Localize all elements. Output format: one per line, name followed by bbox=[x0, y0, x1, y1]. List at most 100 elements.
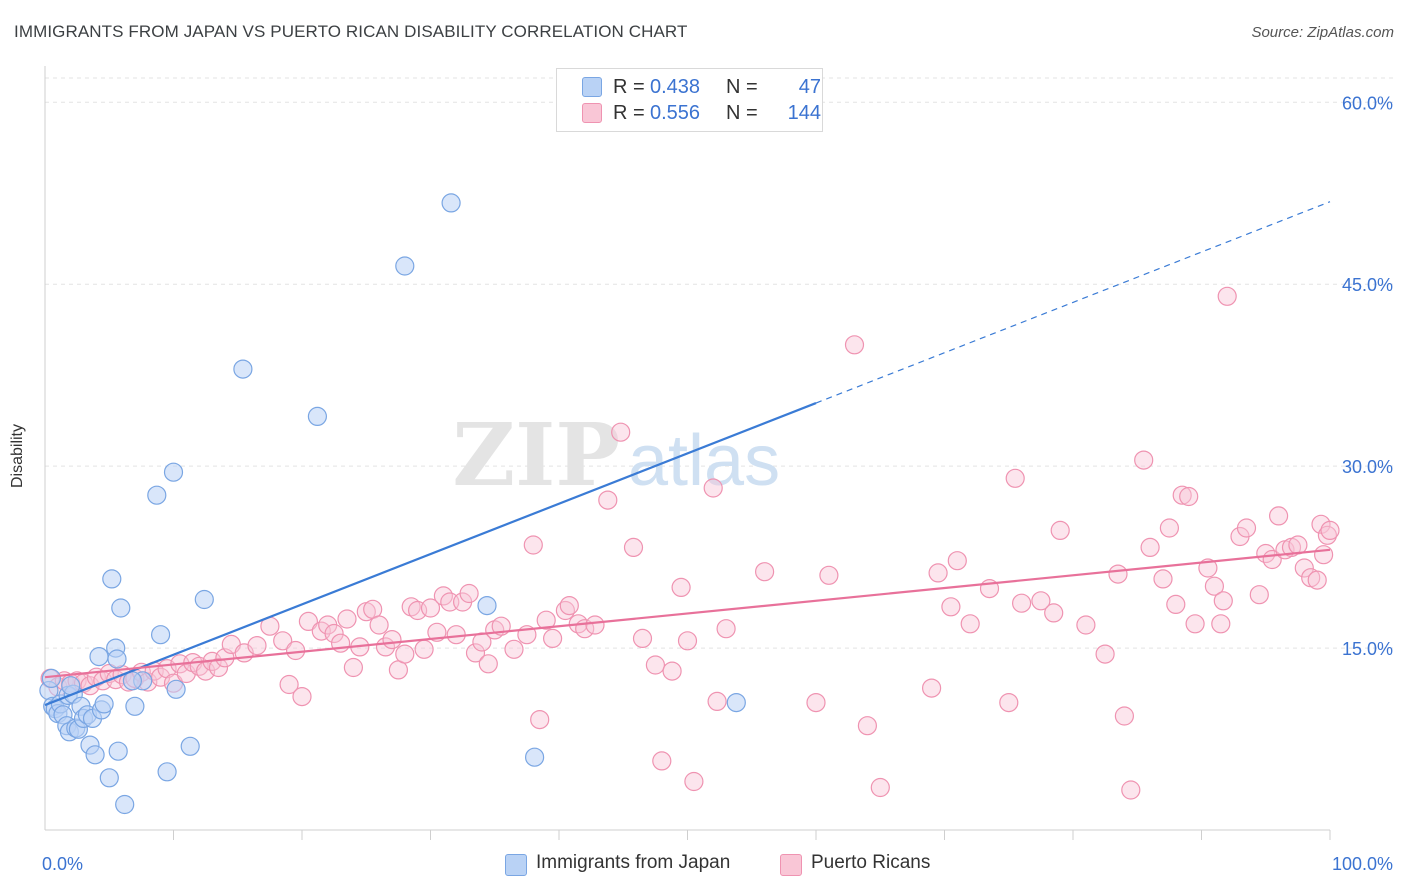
puerto-rican-point bbox=[530, 709, 550, 730]
puerto-rican-point bbox=[1095, 644, 1115, 664]
puerto-rican-point bbox=[921, 678, 942, 698]
puerto-rican-point bbox=[928, 563, 948, 583]
japan-point bbox=[125, 696, 145, 716]
japan-point bbox=[111, 598, 131, 618]
japan-point bbox=[233, 359, 253, 379]
puerto-rican-point bbox=[1268, 506, 1289, 526]
puerto-rican-point bbox=[542, 628, 563, 649]
puerto-rican-point bbox=[703, 478, 723, 498]
y-tick-label: 45.0% bbox=[1342, 275, 1393, 295]
japan-point bbox=[157, 762, 177, 782]
japan-point bbox=[477, 595, 497, 616]
puerto-rican-point bbox=[382, 629, 402, 650]
trend-lines bbox=[44, 201, 1331, 707]
puerto-rican-point bbox=[1050, 520, 1070, 541]
puerto-rican-point bbox=[1172, 485, 1192, 505]
legend-r-label: R = bbox=[613, 102, 645, 124]
puerto-rican-point bbox=[1134, 450, 1154, 470]
puerto-rican-point bbox=[1011, 593, 1032, 613]
puerto-rican-point bbox=[1307, 570, 1327, 590]
puerto-rican-point bbox=[645, 655, 666, 675]
bottom-legend-swatch-japan bbox=[505, 854, 527, 876]
y-tick-label: 15.0% bbox=[1342, 639, 1393, 659]
puerto-rican-point bbox=[1211, 614, 1231, 634]
japan-point bbox=[115, 794, 135, 815]
japan-point bbox=[108, 741, 128, 761]
puerto-rican-point bbox=[1249, 585, 1269, 605]
puerto-rican-point bbox=[1236, 518, 1257, 538]
puerto-rican-point bbox=[414, 639, 434, 659]
chart-title: IMMIGRANTS FROM JAPAN VS PUERTO RICAN DI… bbox=[14, 22, 688, 41]
puerto-rican-point bbox=[623, 537, 644, 558]
puerto-rican-point bbox=[298, 611, 318, 632]
puerto-rican-point bbox=[1121, 780, 1141, 800]
japan-point bbox=[102, 569, 122, 589]
bottom-legend-label-puerto-rican: Puerto Ricans bbox=[811, 852, 931, 873]
puerto-rican-point bbox=[1217, 286, 1237, 306]
puerto-rican-point bbox=[465, 643, 486, 663]
puerto-rican-point bbox=[754, 562, 775, 582]
puerto-rican-point bbox=[870, 777, 890, 798]
japan-points bbox=[39, 193, 746, 815]
x-tick-labels: 0.0% 100.0% bbox=[42, 854, 1393, 874]
japan-trend-line bbox=[44, 402, 817, 707]
puerto-rican-point bbox=[671, 577, 691, 598]
puerto-rican-point bbox=[395, 644, 415, 664]
correlation-legend: R = 0.438 N = 47 R = 0.556 N = 144 bbox=[556, 68, 823, 132]
legend-swatch-japan bbox=[582, 77, 602, 97]
x-tick-label: 100.0% bbox=[1332, 854, 1393, 874]
y-tick-labels: 15.0% 30.0% 45.0% 60.0% bbox=[1342, 93, 1393, 659]
puerto-rican-point bbox=[401, 597, 421, 617]
puerto-rican-point bbox=[1313, 545, 1334, 565]
legend-n-value: 144 bbox=[787, 102, 821, 124]
puerto-rican-point bbox=[1198, 558, 1218, 578]
puerto-rican-point bbox=[559, 595, 579, 616]
puerto-rican-point bbox=[1159, 518, 1180, 538]
japan-point bbox=[194, 589, 214, 610]
japan-point bbox=[163, 462, 184, 482]
japan-point bbox=[307, 406, 327, 426]
puerto-rican-point bbox=[1294, 558, 1314, 578]
puerto-rican-point bbox=[1153, 569, 1173, 589]
puerto-rican-point bbox=[324, 623, 344, 644]
legend-n-label: N = bbox=[726, 76, 758, 98]
japan-point bbox=[524, 747, 545, 767]
puerto-rican-point bbox=[819, 565, 839, 585]
puerto-rican-point bbox=[208, 657, 229, 678]
puerto-rican-point bbox=[369, 615, 389, 635]
japan-point bbox=[395, 256, 415, 276]
puerto-rican-point bbox=[1179, 486, 1199, 507]
puerto-rican-point bbox=[999, 692, 1019, 713]
puerto-rican-point bbox=[1213, 591, 1233, 611]
puerto-rican-point bbox=[585, 615, 605, 635]
puerto-rican-point bbox=[286, 640, 306, 661]
puerto-rican-point bbox=[611, 422, 631, 442]
y-tick-label: 60.0% bbox=[1342, 93, 1393, 113]
legend-n-value: 47 bbox=[798, 76, 821, 98]
puerto-rican-point bbox=[1320, 520, 1340, 541]
puerto-rican-point bbox=[247, 635, 267, 656]
puerto-rican-point bbox=[662, 661, 682, 681]
puerto-rican-point bbox=[459, 583, 479, 604]
puerto-rican-point bbox=[1166, 594, 1186, 615]
source-label: Source: ZipAtlas.com bbox=[1251, 24, 1394, 41]
legend-n-label: N = bbox=[726, 102, 758, 124]
puerto-rican-point bbox=[598, 490, 618, 510]
puerto-rican-point bbox=[1031, 591, 1051, 611]
japan-point bbox=[147, 485, 167, 505]
puerto-rican-point bbox=[420, 598, 441, 618]
watermark: ZIP atlas bbox=[452, 405, 780, 506]
puerto-rican-point bbox=[857, 716, 878, 736]
puerto-rican-point bbox=[292, 686, 312, 707]
japan-point bbox=[166, 679, 186, 699]
watermark-zip: ZIP bbox=[452, 405, 620, 506]
puerto-rican-point bbox=[478, 654, 498, 674]
puerto-rican-point bbox=[941, 597, 961, 617]
japan-trend-extension bbox=[815, 201, 1331, 404]
puerto-rican-point bbox=[677, 631, 698, 651]
puerto-rican-point bbox=[504, 639, 524, 659]
japan-point bbox=[85, 745, 105, 765]
puerto-rican-point bbox=[523, 535, 543, 555]
puerto-rican-point bbox=[684, 771, 704, 792]
